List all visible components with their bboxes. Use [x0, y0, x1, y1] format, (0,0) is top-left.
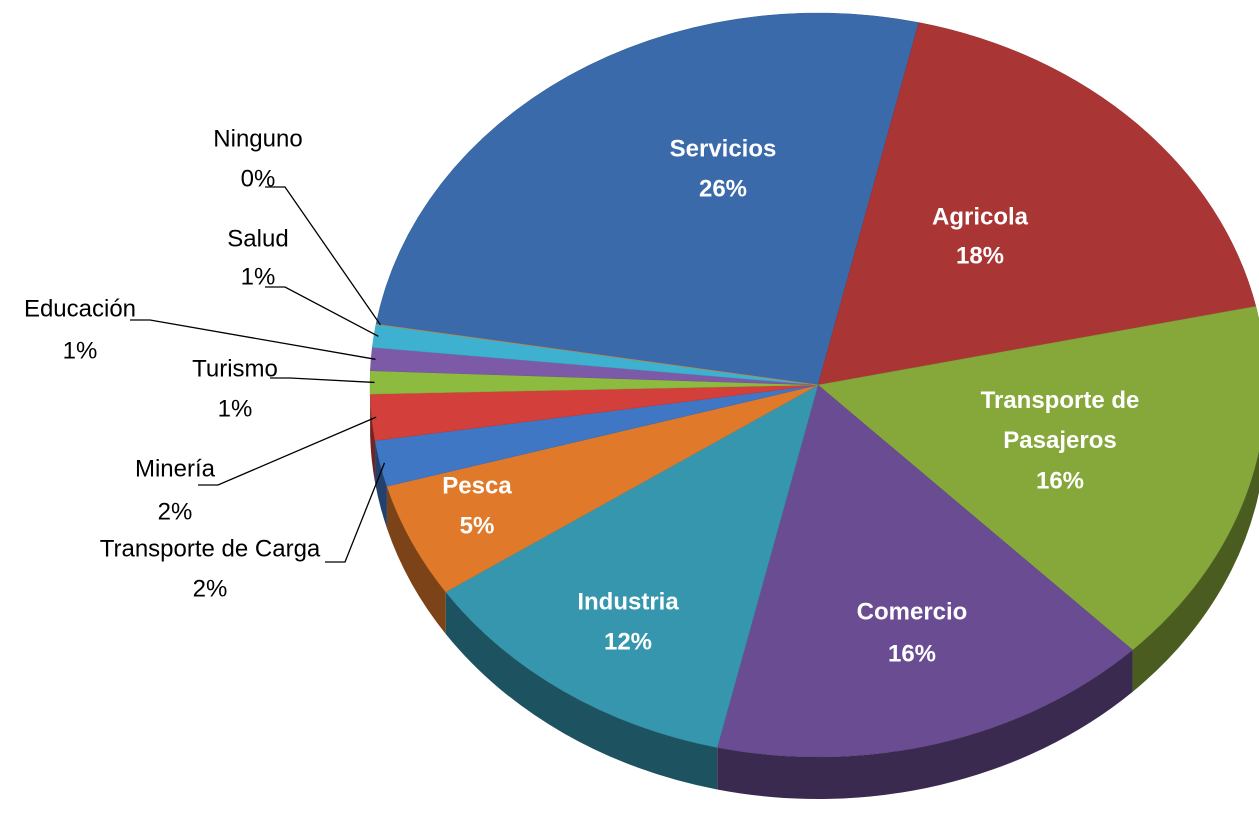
slice-value-label: 16% — [888, 640, 936, 667]
slice-label: Turismo — [192, 355, 278, 382]
slice-value-label: 18% — [956, 242, 1004, 269]
slice-value-label: 16% — [1036, 467, 1084, 494]
slice-label: Comercio — [857, 598, 968, 625]
leader-line — [265, 286, 379, 337]
pie-sides — [370, 385, 1259, 799]
slice — [445, 384, 819, 748]
slice-value-label: 1% — [218, 395, 253, 422]
slice-side — [386, 486, 446, 634]
slice-value-label: 0% — [241, 165, 276, 192]
slice — [817, 22, 1257, 386]
slice-label: Educación — [24, 295, 136, 322]
slice-value-label: 26% — [699, 175, 747, 202]
slice-side — [375, 440, 387, 529]
slice-value-label: 5% — [460, 512, 495, 539]
leader-line — [198, 416, 377, 486]
slice-label: Transporte de Pasajeros — [981, 387, 1140, 454]
slice-value-label: 1% — [241, 263, 276, 290]
leader-line — [265, 186, 381, 326]
slice-label: Pesca — [442, 472, 512, 499]
slice-label: Transporte de Carga — [100, 535, 321, 562]
slice — [375, 12, 920, 386]
slice-side — [717, 649, 1133, 799]
slice-label: Servicios — [670, 135, 777, 162]
pie-tops — [369, 12, 1259, 758]
slice-value-label: 2% — [193, 575, 228, 602]
slice-label: Industria — [577, 588, 679, 615]
slice-value-label: 2% — [158, 498, 193, 525]
leader-line — [270, 377, 375, 384]
slice-value-label: 12% — [604, 628, 652, 655]
slice-value-label: 1% — [63, 337, 98, 364]
slice-label: Minería — [135, 455, 216, 482]
slice-label: Agricola — [932, 203, 1029, 230]
slice-side — [1132, 450, 1259, 692]
slice-label: Salud — [227, 225, 288, 252]
slice-side — [445, 591, 718, 790]
slice-label: Ninguno — [213, 125, 302, 152]
slice — [375, 323, 819, 386]
leader-line — [325, 462, 386, 563]
slice — [716, 384, 1133, 758]
leader-line — [130, 319, 376, 360]
slice — [817, 306, 1259, 651]
